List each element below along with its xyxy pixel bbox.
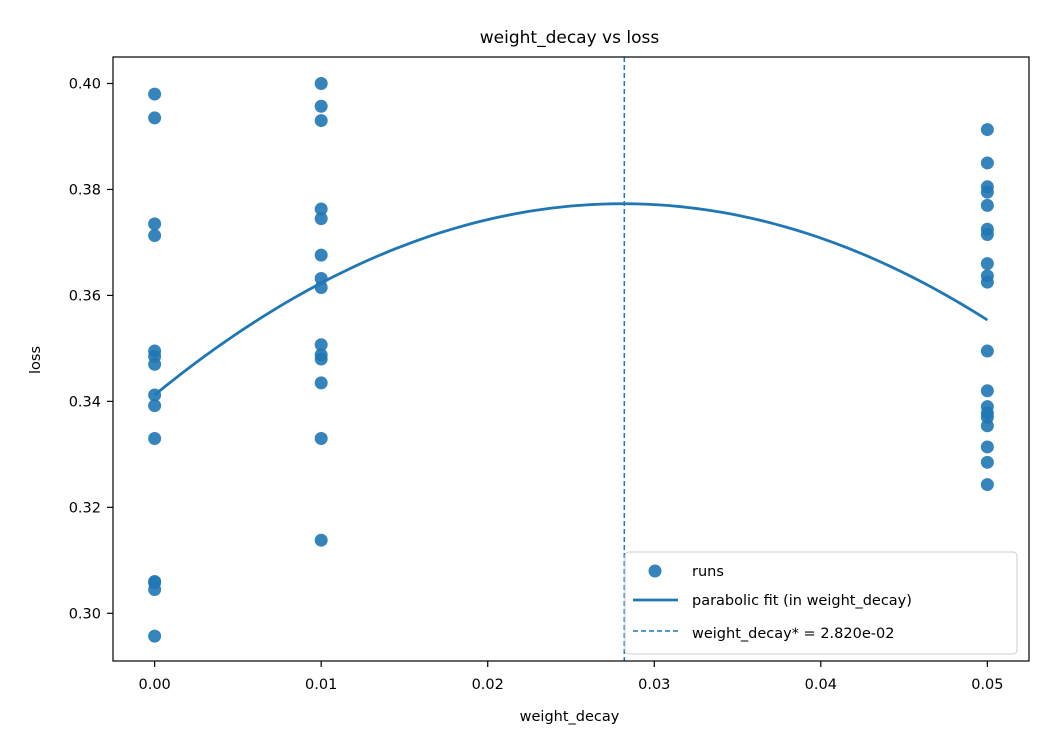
scatter-point — [314, 76, 328, 90]
scatter-point — [980, 384, 994, 398]
scatter-point — [314, 114, 328, 128]
legend-marker-runs — [648, 564, 662, 578]
scatter-point — [148, 357, 162, 371]
scatter-point — [980, 275, 994, 289]
legend: runs parabolic fit (in weight_decay) wei… — [624, 551, 1018, 655]
scatter-point — [314, 248, 328, 262]
scatter-point — [148, 229, 162, 243]
legend-label-optimum: weight_decay* = 2.820e-02 — [692, 626, 894, 642]
scatter-point — [980, 455, 994, 469]
legend-frame — [624, 551, 1018, 655]
scatter-point — [314, 376, 328, 390]
y-tick-label: 0.36 — [69, 288, 101, 304]
scatter-point — [980, 123, 994, 137]
scatter-point — [314, 202, 328, 216]
x-tick-label: 0.03 — [638, 677, 670, 693]
scatter-point — [980, 440, 994, 454]
scatter-point — [314, 99, 328, 113]
scatter-point — [980, 156, 994, 170]
x-tick-label: 0.02 — [472, 677, 504, 693]
fit-curve — [153, 202, 989, 397]
scatter-point — [148, 399, 162, 413]
scatter-point — [148, 87, 162, 101]
legend-label-runs: runs — [692, 564, 724, 580]
y-axis-label: loss — [28, 346, 44, 374]
scatter-point — [980, 227, 994, 241]
scatter-point — [148, 629, 162, 643]
x-tick-label: 0.05 — [971, 677, 1003, 693]
plot-area — [148, 57, 994, 661]
scatter-point — [314, 533, 328, 547]
y-tick-label: 0.30 — [69, 606, 101, 622]
scatter-point — [314, 431, 328, 445]
scatter-point — [980, 185, 994, 199]
chart-title: weight_decay vs loss — [480, 28, 660, 48]
y-tick-label: 0.40 — [69, 76, 101, 92]
plot-frame — [112, 56, 1030, 662]
scatter-point — [980, 257, 994, 271]
x-tick-label: 0.04 — [805, 677, 837, 693]
scatter-point — [148, 582, 162, 596]
scatter-point — [980, 344, 994, 358]
legend-label-fit: parabolic fit (in weight_decay) — [692, 593, 912, 609]
axis-ticks: 0.00 0.01 0.02 0.03 0.04 0.05 0.30 0.32 0.34 0.36… — [69, 76, 1004, 693]
x-tick-label: 0.01 — [305, 677, 337, 693]
scatter-point — [314, 212, 328, 226]
x-axis-label: weight_decay — [520, 709, 620, 725]
y-tick-label: 0.32 — [69, 500, 101, 516]
scatter-point — [314, 338, 328, 352]
scatter-point — [980, 419, 994, 433]
scatter-point — [148, 111, 162, 125]
scatter-point — [980, 478, 994, 492]
x-tick-label: 0.00 — [138, 677, 170, 693]
scatter-point — [314, 352, 328, 366]
y-tick-label: 0.38 — [69, 182, 101, 198]
scatter-point — [980, 198, 994, 212]
y-tick-label: 0.34 — [69, 394, 101, 410]
scatter-point — [148, 431, 162, 445]
scatter-point — [148, 217, 162, 231]
